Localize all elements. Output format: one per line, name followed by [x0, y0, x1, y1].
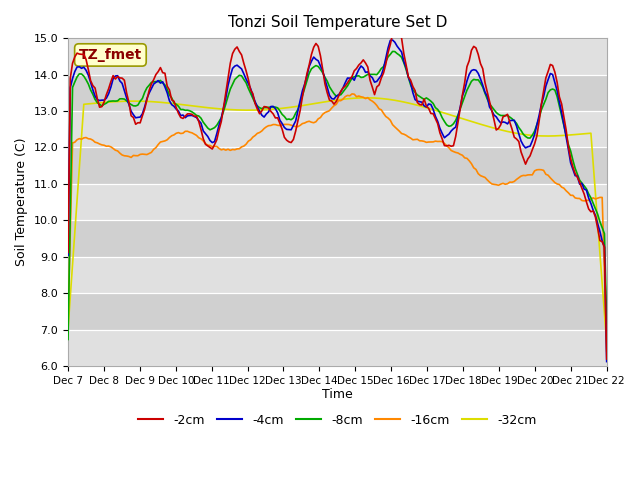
Bar: [68, 220, 607, 257]
Title: Tonzi Soil Temperature Set D: Tonzi Soil Temperature Set D: [228, 15, 447, 30]
Bar: [68, 293, 607, 329]
Bar: [68, 111, 607, 147]
Y-axis label: Soil Temperature (C): Soil Temperature (C): [15, 138, 28, 266]
Bar: [68, 38, 607, 74]
Bar: [68, 74, 607, 111]
Bar: [68, 184, 607, 220]
Legend: -2cm, -4cm, -8cm, -16cm, -32cm: -2cm, -4cm, -8cm, -16cm, -32cm: [133, 409, 541, 432]
Bar: [68, 329, 607, 366]
X-axis label: Time: Time: [322, 388, 353, 401]
Bar: [68, 147, 607, 184]
Text: TZ_fmet: TZ_fmet: [79, 48, 142, 62]
Bar: [68, 257, 607, 293]
